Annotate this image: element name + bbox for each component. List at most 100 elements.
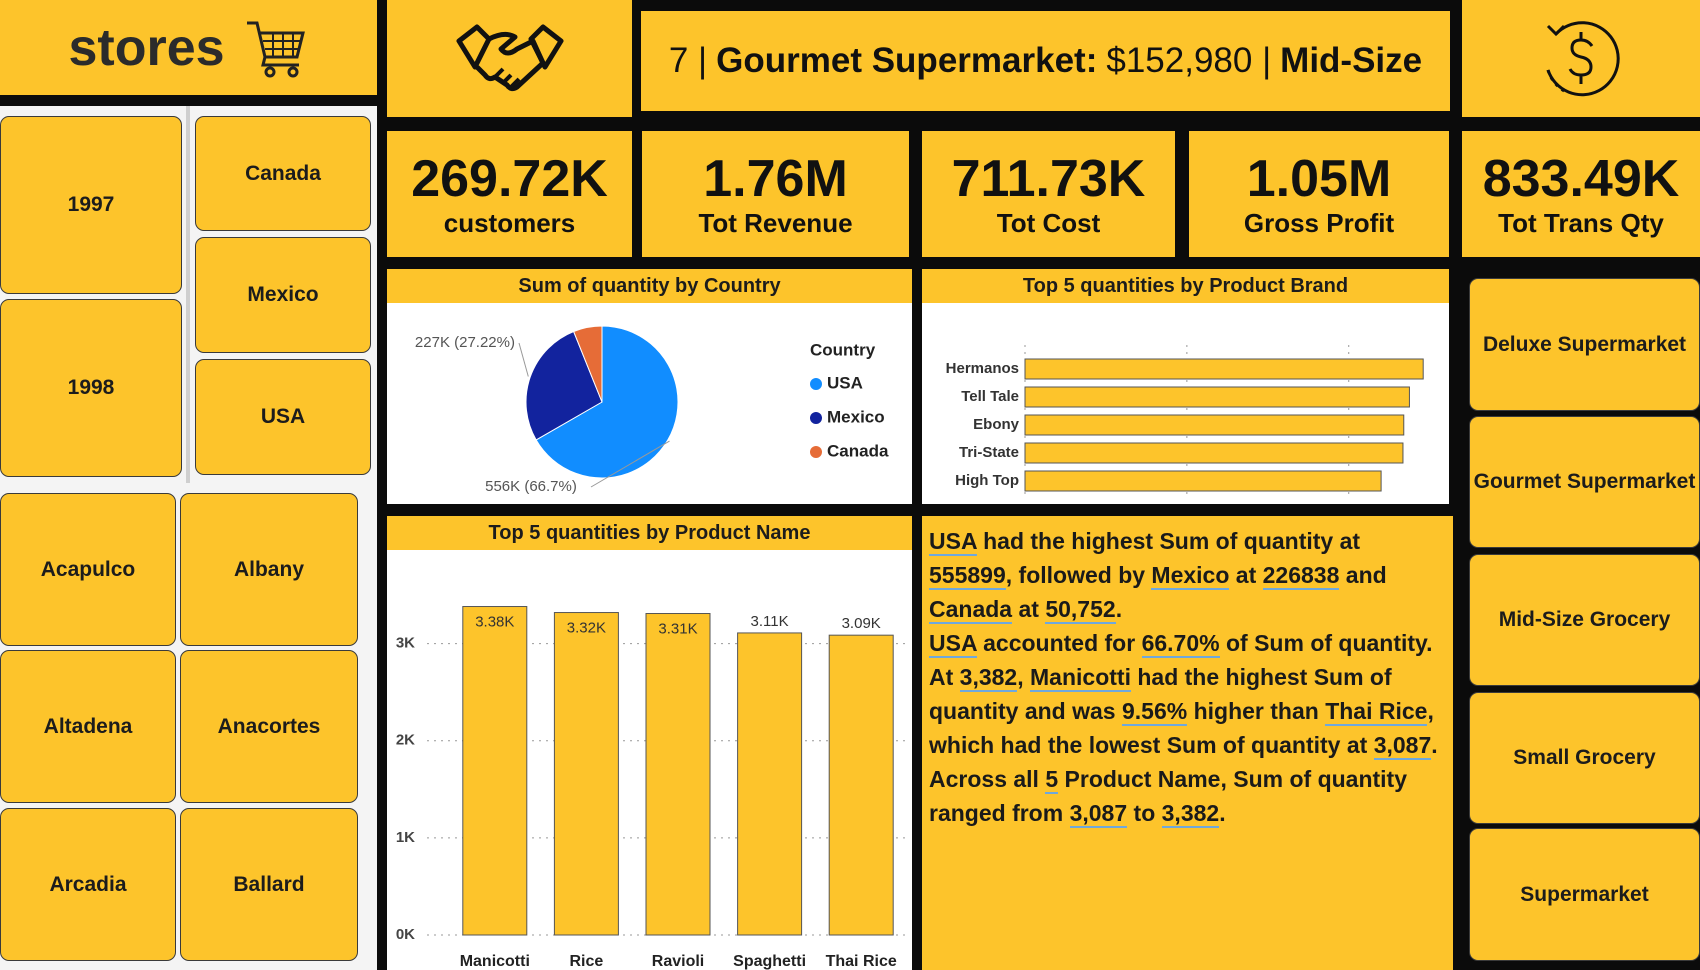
narrative-highlight: 9.56% [1121, 698, 1188, 726]
narrative-text: accounted for [976, 630, 1142, 656]
legend-marker [810, 446, 822, 458]
title: stores [68, 18, 225, 77]
narrative-highlight: 66.70% [1141, 630, 1220, 658]
kpi-value: 833.49K [1482, 150, 1680, 208]
y-tick-label: 0K [396, 926, 415, 943]
city-button[interactable]: Anacortes [180, 650, 358, 803]
country-button[interactable]: USA [195, 359, 371, 475]
data-label: 3.11K [751, 613, 789, 630]
chart: 556K (66.7%) 227K (27.22%) Country USA Mexic… [415, 325, 889, 495]
kpi-card: 711.73K Tot Cost [922, 131, 1175, 257]
bar [645, 613, 711, 936]
narrative-text: had the highest Sum of quantity and was [929, 664, 1392, 724]
narrative-text: . [1431, 732, 1438, 758]
narrative-text: At [929, 664, 960, 690]
legend-title: Country [810, 340, 876, 359]
y-tick-label: 3K [396, 635, 415, 652]
narrative-highlight: 3,382 [1161, 800, 1220, 828]
kpi-label: Gross Profit [1243, 208, 1395, 238]
data-label: 3.32K [567, 620, 606, 637]
cart-icon [246, 21, 305, 77]
leader-line [518, 342, 529, 377]
narrative-text: had the highest Sum of quantity at [976, 528, 1361, 554]
bar [1024, 358, 1424, 380]
narrative-highlight: USA [929, 528, 977, 556]
city-button[interactable]: Albany [180, 493, 358, 646]
chart-panel: Top 5 quantities by Product Brand0K10K20… [922, 269, 1449, 504]
city-button[interactable]: Acapulco [0, 493, 176, 646]
city-button[interactable]: Altadena [0, 650, 176, 803]
store-type-button[interactable]: Small Grocery [1469, 692, 1700, 824]
y-tick-label: High Top [955, 472, 1019, 489]
legend-label: Canada [827, 441, 889, 460]
narrative-highlight: USA [929, 630, 977, 658]
bar [553, 612, 619, 936]
year-button[interactable]: 1997 [0, 116, 182, 294]
divider [186, 106, 190, 483]
dollar-tile [1462, 0, 1700, 117]
narrative-highlight: 5 [1045, 766, 1059, 794]
kpi-card: 1.05M Gross Profit [1189, 131, 1449, 257]
kpi-value: 1.76M [703, 150, 848, 208]
data-label: 227K (27.22%) [415, 334, 515, 351]
pie-slice [535, 325, 679, 479]
y-tick-label: 1K [396, 829, 415, 846]
kpi-card: 1.76M Tot Revenue [642, 131, 909, 257]
narrative-text: higher than [1187, 698, 1326, 724]
legend-marker [810, 412, 822, 424]
narrative-highlight: Mexico [1151, 562, 1230, 590]
store-type-button[interactable]: Supermarket [1469, 828, 1700, 961]
narrative-highlight: 226838 [1262, 562, 1340, 590]
bar [1024, 386, 1410, 408]
store-type-button[interactable]: Deluxe Supermarket [1469, 278, 1700, 411]
city-button[interactable]: Ballard [180, 808, 358, 961]
banner-part: $152,980 | [1106, 41, 1272, 80]
y-tick-label: Hermanos [946, 360, 1019, 377]
narrative-highlight: 50,752 [1045, 596, 1116, 624]
chart: 0K10K20KHermanosTell TaleEbonyTri-StateH… [946, 345, 1424, 499]
data-label: 556K (66.7%) [485, 478, 577, 495]
data-label: 3.09K [842, 615, 881, 632]
kpi-label: Tot Cost [996, 208, 1101, 238]
bar [828, 634, 894, 936]
chart-title: Top 5 quantities by Product Name [387, 516, 912, 550]
x-tick-label: Rice Medly [569, 953, 604, 970]
pie-slice [572, 325, 603, 403]
kpi-label: customers [443, 208, 576, 238]
narrative-text: , followed by [1005, 562, 1152, 588]
kpi-value: 269.72K [411, 150, 608, 208]
narrative-sentence: USA had the highest Sum of quantity at 5… [929, 524, 1446, 626]
handshake-icon [456, 24, 563, 91]
chart-title: Sum of quantity by Country [387, 269, 912, 303]
kpi-card: 833.49K Tot Trans Qty [1462, 131, 1700, 257]
narrative-text: to [1127, 800, 1162, 826]
narrative-sentence: USA accounted for 66.70% of Sum of quant… [929, 626, 1446, 660]
store-type-button[interactable]: Gourmet Supermarket [1469, 416, 1700, 548]
banner-part: 7 | [668, 41, 708, 80]
data-label: 3.31K [658, 620, 697, 637]
narrative-sentence: Across all 5 Product Name, Sum of quanti… [929, 762, 1446, 830]
pie-slice [525, 330, 603, 441]
title-tile: stores [0, 0, 377, 95]
narrative-text: at [1229, 562, 1263, 588]
legend-label: USA [827, 373, 863, 392]
year-button[interactable]: 1998 [0, 299, 182, 477]
kpi-label: Tot Revenue [698, 208, 853, 238]
x-tick-label: Spaghetti [733, 953, 807, 970]
narrative-highlight: 3,382 [959, 664, 1018, 692]
leader-line [590, 440, 670, 488]
country-button[interactable]: Canada [195, 116, 371, 231]
country-button[interactable]: Mexico [195, 237, 371, 353]
narrative-sentence: At 3,382, Manicotti had the highest Sum … [929, 660, 1446, 762]
kpi-label: Tot Trans Qty [1498, 208, 1664, 238]
banner-part: Gourmet Supermarket: [716, 41, 1098, 80]
banner-part: Mid-Size [1280, 41, 1423, 80]
store-type-button[interactable]: Mid-Size Grocery [1469, 554, 1700, 686]
bar [737, 632, 803, 936]
narrative-highlight: 555899 [929, 562, 1006, 590]
kpi-value: 711.73K [951, 150, 1146, 208]
banner: 7 | Gourmet Supermarket: $152,980 | Mid-Siz… [641, 11, 1450, 111]
city-button[interactable]: Arcadia [0, 808, 176, 961]
legend-label: Mexico [827, 407, 885, 426]
x-tick-label: Ravioli [651, 953, 705, 970]
